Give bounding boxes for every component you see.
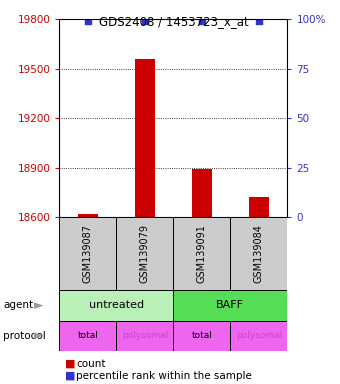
Bar [59,290,173,321]
Point [142,18,148,24]
Bar [231,321,287,351]
Text: total: total [191,331,212,341]
Text: GDS2408 / 1453723_x_at: GDS2408 / 1453723_x_at [99,15,248,28]
Text: count: count [76,359,106,369]
Text: GSM139091: GSM139091 [197,224,207,283]
Text: ►: ► [34,299,44,312]
Text: percentile rank within the sample: percentile rank within the sample [76,371,252,381]
Text: ■: ■ [65,371,75,381]
Bar [135,59,155,217]
Point [256,18,261,24]
Text: protocol: protocol [3,331,46,341]
Bar [59,217,116,290]
Bar [116,321,173,351]
Text: BAFF: BAFF [216,300,244,310]
Bar [173,290,287,321]
Bar [192,169,212,217]
Point [199,18,205,24]
Text: agent: agent [3,300,34,310]
Text: ►: ► [34,329,44,343]
Text: GSM139087: GSM139087 [83,224,93,283]
Text: polysomal: polysomal [122,331,168,341]
Text: GSM139084: GSM139084 [254,224,264,283]
Text: untreated: untreated [89,300,144,310]
Bar [173,321,231,351]
Point [85,18,91,24]
Text: GSM139079: GSM139079 [140,224,150,283]
Bar [78,215,98,217]
Text: polysomal: polysomal [236,331,282,341]
Bar [173,217,231,290]
Text: ■: ■ [65,359,75,369]
Bar [249,197,269,217]
Bar [116,217,173,290]
Bar [59,321,116,351]
Bar [231,217,287,290]
Text: total: total [78,331,98,341]
